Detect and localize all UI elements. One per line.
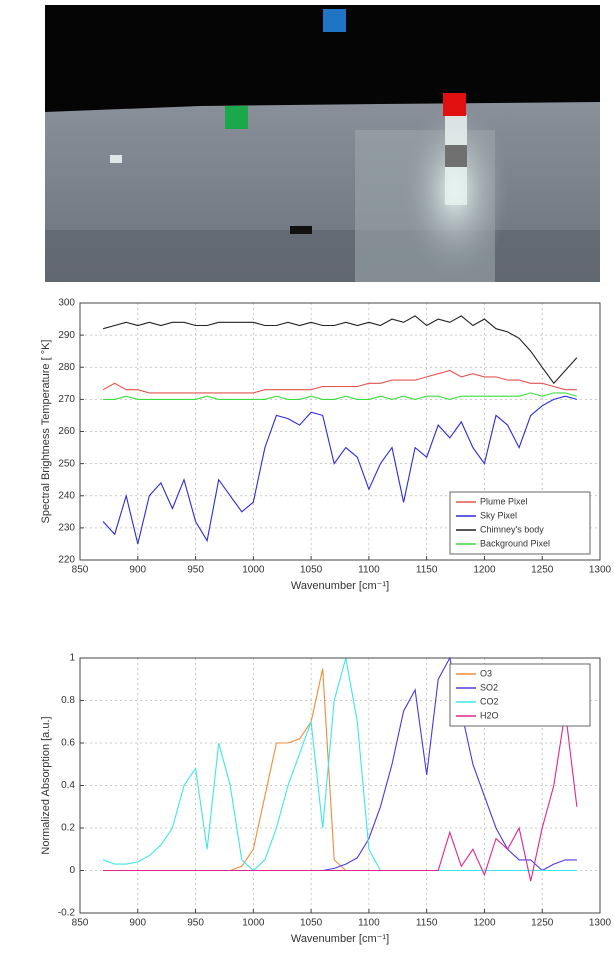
dark-spot xyxy=(290,226,312,234)
x-tick-label: 950 xyxy=(187,565,204,576)
plume-pixel-marker xyxy=(443,93,466,116)
x-tick-label: 1250 xyxy=(531,565,554,576)
x-tick-label: 1300 xyxy=(589,565,612,576)
x-tick-label: 1150 xyxy=(416,918,438,929)
x-tick-label: 900 xyxy=(129,565,146,576)
series-line xyxy=(103,711,578,882)
x-tick-label: 1200 xyxy=(473,918,496,929)
series-line xyxy=(102,657,577,872)
legend-label: SO2 xyxy=(480,682,498,692)
legend-label: Chimney's body xyxy=(480,524,544,534)
y-tick-label: 0 xyxy=(69,865,75,876)
plot-frame xyxy=(79,657,601,914)
x-tick-label: 900 xyxy=(129,918,146,929)
y-tick-label: 240 xyxy=(58,490,75,501)
x-tick-label: 1100 xyxy=(358,565,380,576)
chimney-pixel-marker xyxy=(445,145,467,167)
y-tick-label: -0.2 xyxy=(58,908,76,919)
legend-label: Background Pixel xyxy=(480,538,550,548)
x-tick-label: 1200 xyxy=(473,565,496,576)
legend-label: H2O xyxy=(480,710,499,720)
ground-band xyxy=(45,230,600,282)
series-line xyxy=(102,395,578,545)
y-axis-label: Spectral Brightness Temperature [ °K] xyxy=(40,340,52,524)
legend-label: CO2 xyxy=(480,696,499,706)
x-tick-label: 850 xyxy=(72,565,89,576)
y-tick-label: 300 xyxy=(58,298,75,309)
x-tick-label: 1100 xyxy=(358,918,380,929)
series-line xyxy=(103,392,578,400)
x-tick-label: 1250 xyxy=(531,918,554,929)
legend-label: Plume Pixel xyxy=(480,496,528,506)
x-tick-label: 950 xyxy=(187,918,204,929)
x-tick-label: 1150 xyxy=(416,565,438,576)
y-tick-label: 250 xyxy=(58,458,75,469)
y-tick-label: 260 xyxy=(58,426,75,437)
y-tick-label: 220 xyxy=(58,555,75,566)
bright-spot xyxy=(110,155,122,163)
series-line xyxy=(102,369,577,394)
series-line xyxy=(102,315,578,385)
y-tick-label: 270 xyxy=(58,394,75,405)
x-axis-label: Wavenumber [cm⁻¹] xyxy=(291,933,389,945)
x-tick-label: 1050 xyxy=(300,918,323,929)
y-tick-label: 230 xyxy=(58,523,75,534)
thermal-image xyxy=(45,5,600,282)
x-tick-label: 1000 xyxy=(242,565,265,576)
x-tick-label: 1000 xyxy=(242,918,265,929)
background-pixel-marker xyxy=(225,106,248,129)
y-tick-label: 0.6 xyxy=(61,738,75,749)
x-tick-label: 1050 xyxy=(300,565,323,576)
y-tick-label: 0.4 xyxy=(61,780,75,791)
y-axis-label: Normalized Absorption [a.u.] xyxy=(40,716,52,854)
legend: Plume Pixel Sky Pixel Chimney's body Backgr… xyxy=(449,491,591,555)
plot-frame xyxy=(79,302,601,561)
x-axis-label: Wavenumber [cm⁻¹] xyxy=(291,580,389,592)
x-tick-label: 850 xyxy=(72,918,89,929)
legend-label: O3 xyxy=(480,668,492,678)
sky-pixel-marker xyxy=(323,9,346,32)
y-tick-label: 0.2 xyxy=(61,823,75,834)
y-tick-label: 280 xyxy=(58,362,75,373)
x-tick-label: 1300 xyxy=(589,918,612,929)
y-tick-label: 290 xyxy=(58,330,75,341)
legend: O3 SO2 CO2 H2O xyxy=(449,663,591,727)
y-tick-label: 0.8 xyxy=(61,695,75,706)
y-tick-label: 1 xyxy=(69,653,75,664)
legend-label: Sky Pixel xyxy=(480,510,517,520)
